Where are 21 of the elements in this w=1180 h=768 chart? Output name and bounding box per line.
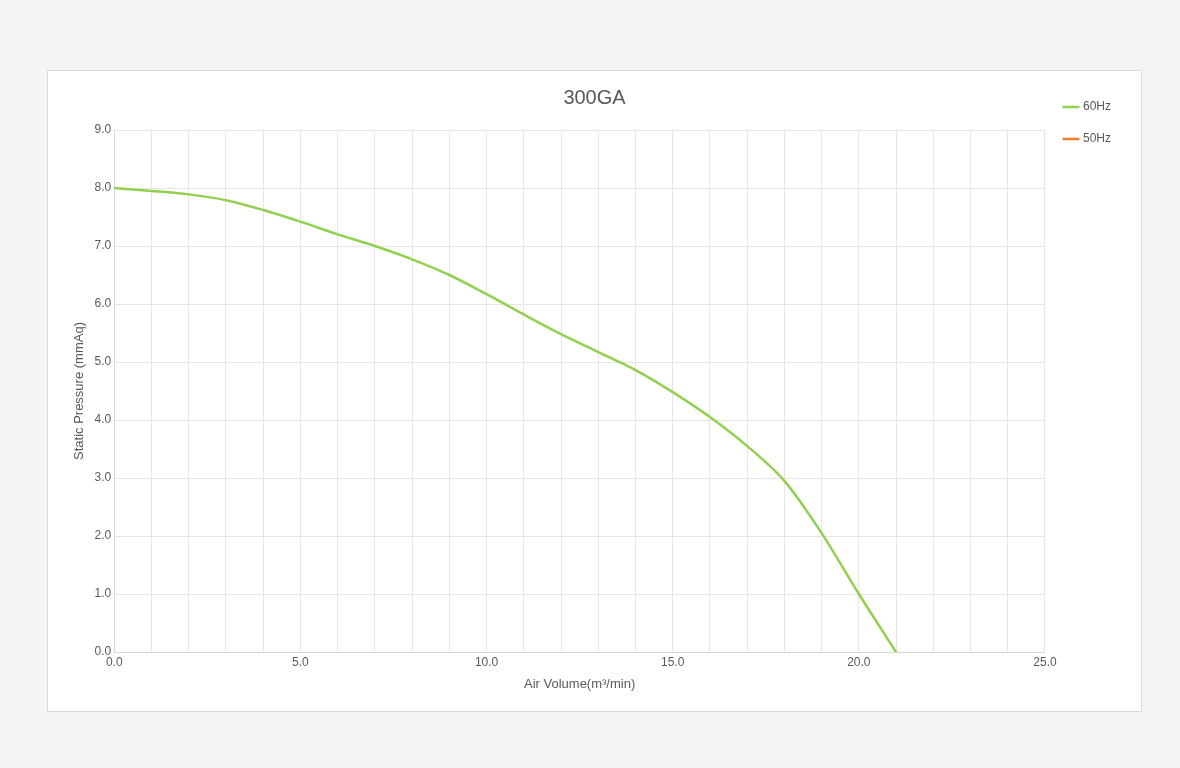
x-tick-label: 15.0 <box>661 654 685 669</box>
y-tick-label: 6.0 <box>94 296 112 311</box>
x-tick-label: 25.0 <box>1033 654 1057 669</box>
line-series <box>114 186 898 652</box>
y-axis-title: Static Pressure (mmAq) <box>71 322 87 460</box>
x-tick-label: 5.0 <box>292 654 310 669</box>
legend-label: 50Hz <box>1082 131 1111 146</box>
y-tick-label: 4.0 <box>94 412 112 427</box>
chart-title: 300GA <box>563 85 627 108</box>
y-tick-label: 8.0 <box>94 180 112 195</box>
y-tick-label: 7.0 <box>94 238 112 253</box>
x-tick-label: 20.0 <box>847 654 871 669</box>
y-tick-label: 1.0 <box>94 586 112 601</box>
x-tick-label: 0.0 <box>105 654 123 669</box>
legend-label: 60Hz <box>1082 99 1111 114</box>
y-tick-label: 5.0 <box>94 354 112 369</box>
y-tick-label: 3.0 <box>94 470 112 485</box>
y-tick-label: 9.0 <box>94 122 112 137</box>
x-axis-title: Air Volume(m³/min) <box>524 675 636 691</box>
x-tick-label: 10.0 <box>474 654 499 669</box>
y-tick-label: 2.0 <box>94 528 112 543</box>
